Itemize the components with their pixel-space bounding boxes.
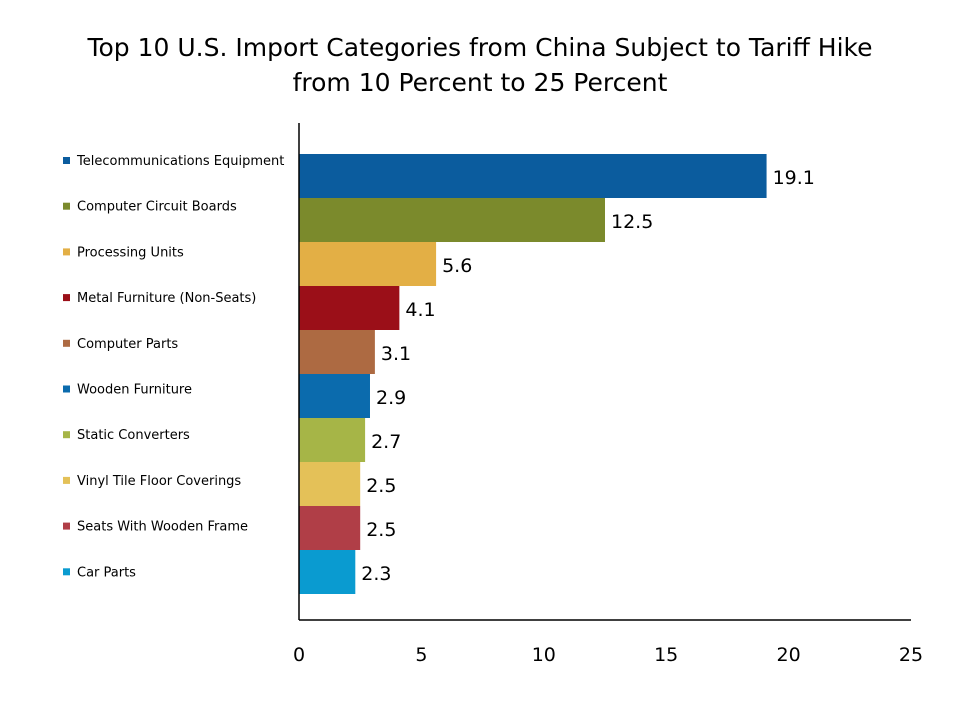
bar-value-label: 4.1 — [405, 299, 435, 321]
bar-value-label: 2.5 — [366, 519, 396, 541]
legend-label: Vinyl Tile Floor Coverings — [77, 474, 241, 489]
legend-label: Telecommunications Equipment — [76, 154, 284, 169]
bar — [299, 506, 361, 550]
legend-swatch — [63, 202, 70, 210]
bar-value-label: 3.1 — [381, 343, 411, 365]
bar — [299, 374, 370, 418]
legend-label: Processing Units — [77, 245, 184, 260]
bar-value-label: 19.1 — [773, 167, 815, 189]
bar — [299, 462, 361, 506]
bar — [299, 550, 356, 594]
bar — [299, 242, 437, 286]
legend-label: Car Parts — [77, 565, 136, 580]
legend-swatch — [63, 339, 70, 347]
x-tick-label: 20 — [777, 644, 801, 666]
legend-label: Computer Circuit Boards — [77, 200, 237, 215]
bar-value-label: 2.5 — [366, 475, 396, 497]
bar-value-label: 2.9 — [376, 387, 406, 409]
x-tick-label: 5 — [415, 644, 427, 666]
legend-swatch — [63, 385, 70, 393]
bar-value-label: 5.6 — [442, 255, 472, 277]
chart-title-line-2: from 10 Percent to 25 Percent — [292, 68, 668, 97]
legend-label: Computer Parts — [77, 337, 178, 352]
legend-swatch — [63, 522, 70, 530]
x-tick-label: 15 — [654, 644, 678, 666]
legend-label: Metal Furniture (Non-Seats) — [77, 291, 256, 306]
x-tick-label: 25 — [899, 644, 923, 666]
legend-swatch — [63, 248, 70, 256]
bar — [299, 198, 605, 242]
bar-value-label: 2.3 — [361, 563, 391, 585]
bar — [299, 330, 375, 374]
legend-label: Wooden Furniture — [77, 383, 192, 398]
legend-swatch — [63, 294, 70, 302]
bars: 19.1 12.5 5.6 4.1 3.1 2.9 2.7 2.5 2.5 2.3 — [299, 154, 815, 594]
legend-swatch — [63, 568, 70, 576]
bar — [299, 154, 767, 198]
legend-label: Static Converters — [77, 428, 190, 443]
bar — [299, 418, 366, 462]
legend-swatch — [63, 431, 70, 439]
x-tick-label: 10 — [532, 644, 556, 666]
category-legend: Telecommunications Equipment Computer Cir… — [63, 154, 284, 580]
axes: 0 5 10 15 20 25 — [293, 123, 923, 666]
chart-title-line-1: Top 10 U.S. Import Categories from China… — [87, 33, 873, 62]
x-tick-label: 0 — [293, 644, 305, 666]
bar-value-label: 2.7 — [371, 431, 401, 453]
bar-value-label: 12.5 — [611, 211, 653, 233]
legend-swatch — [63, 157, 70, 164]
bar — [299, 286, 400, 330]
legend-swatch — [63, 476, 70, 484]
chart-title: Top 10 U.S. Import Categories from China… — [0, 30, 960, 100]
legend-label: Seats With Wooden Frame — [77, 520, 248, 535]
